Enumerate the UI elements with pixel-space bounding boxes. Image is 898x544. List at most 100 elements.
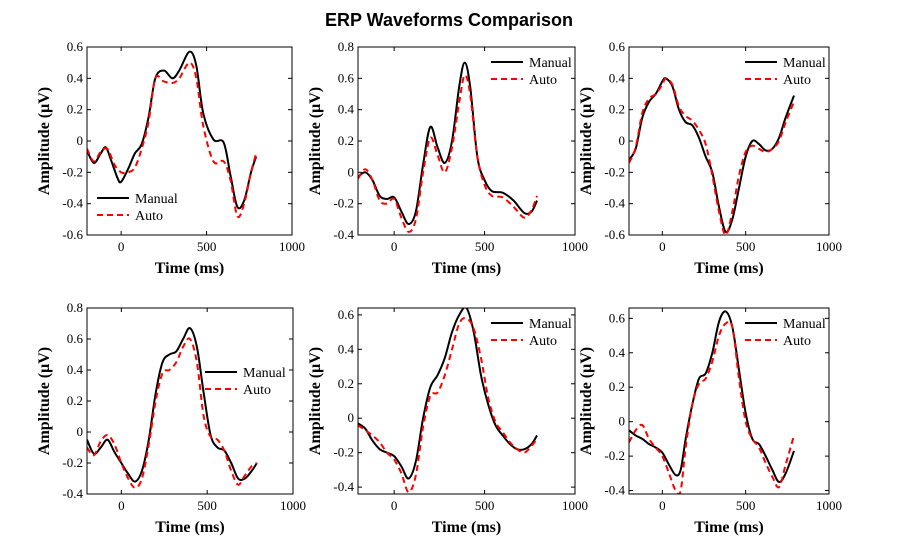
- y-axis-label: Amplitude (μV): [36, 347, 53, 455]
- subplot-2: -0.4 -0.2 0 0.2 0.4 0.6 0.8 0 500 1000 Time (ms) Am…: [307, 39, 588, 277]
- y-axis-label: Amplitude (μV): [307, 87, 324, 195]
- subplot-grid: -0.6 -0.4 -0.2 0 0.2 0.4 0.6 0 500 1000 Time (ms) A…: [36, 39, 842, 536]
- subplot-4: -0.4 -0.2 0 0.2 0.4 0.6 0.8 0 500 1000 Time (ms) Am…: [36, 300, 306, 536]
- x-axis-label: Time (ms): [432, 260, 501, 277]
- series-line-manual: [358, 61, 538, 226]
- legend-label-auto: Auto: [529, 334, 557, 349]
- y-tick-label: -0.4: [333, 227, 354, 242]
- x-tick-label: 1000: [562, 498, 588, 513]
- y-tick-label: 0.6: [609, 39, 626, 54]
- subplot-5: -0.4 -0.2 0 0.2 0.4 0.6 0 500 1000 Time (ms) Ampli…: [307, 307, 588, 536]
- y-tick-label: 0.4: [67, 70, 84, 85]
- series-line-auto: [87, 337, 258, 489]
- x-tick-label: 500: [197, 239, 217, 254]
- x-tick-label: 1000: [816, 498, 842, 513]
- y-tick-label: -0.2: [333, 445, 354, 460]
- y-tick-label: -0.6: [604, 227, 625, 242]
- series-line-auto: [358, 74, 538, 233]
- y-tick-label: 0.2: [67, 102, 83, 117]
- x-axis-label: Time (ms): [432, 519, 501, 536]
- x-axis-label: Time (ms): [694, 519, 763, 536]
- y-tick-label: 0.2: [338, 133, 354, 148]
- axes-box: [357, 307, 576, 495]
- legend-label-manual: Manual: [529, 317, 572, 332]
- y-tick-label: 0.4: [609, 70, 626, 85]
- subplot-5-series: [358, 308, 538, 494]
- y-tick-label: 0: [77, 133, 84, 148]
- x-tick-label: 0: [391, 498, 398, 513]
- y-axis-label: Amplitude (μV): [36, 87, 53, 195]
- x-tick-label: 500: [475, 498, 495, 513]
- y-tick-label: 0.4: [67, 362, 84, 377]
- series-line-manual: [358, 308, 538, 480]
- y-tick-label: 0.2: [609, 379, 625, 394]
- y-axis-label: Amplitude (μV): [578, 347, 595, 455]
- subplot-2-series: [358, 61, 538, 233]
- legend-label-auto: Auto: [135, 209, 163, 224]
- y-tick-label: 0.2: [67, 393, 83, 408]
- x-tick-label: 1000: [816, 239, 842, 254]
- legend: Manual Auto: [745, 56, 826, 88]
- y-tick-label: -0.2: [333, 196, 354, 211]
- x-tick-label: 0: [391, 239, 398, 254]
- legend-label-manual: Manual: [783, 317, 826, 332]
- series-line-auto: [358, 317, 538, 494]
- y-tick-label: 0.2: [609, 102, 625, 117]
- y-tick-label: -0.4: [604, 483, 625, 498]
- series-line-manual: [629, 77, 795, 234]
- y-tick-label: -0.4: [62, 196, 83, 211]
- legend: Manual Auto: [491, 317, 572, 349]
- y-tick-label: -0.2: [62, 455, 83, 470]
- legend-label-auto: Auto: [529, 73, 557, 88]
- series-line-auto: [87, 61, 258, 219]
- legend: Manual Auto: [97, 192, 178, 224]
- y-tick-label: 0.4: [338, 102, 355, 117]
- series-line-manual: [629, 310, 795, 483]
- y-tick-label: 0.2: [338, 376, 354, 391]
- legend-label-auto: Auto: [243, 383, 271, 398]
- y-tick-label: 0.8: [67, 300, 83, 315]
- y-tick-label: 0.4: [338, 341, 355, 356]
- y-tick-label: 0.6: [609, 310, 626, 325]
- y-tick-label: 0: [348, 410, 355, 425]
- legend-label-auto: Auto: [783, 334, 811, 349]
- x-tick-label: 0: [659, 498, 666, 513]
- x-tick-label: 500: [475, 239, 495, 254]
- x-tick-label: 0: [659, 239, 666, 254]
- figure-title: ERP Waveforms Comparison: [325, 10, 573, 30]
- legend: Manual Auto: [491, 56, 572, 88]
- legend-label-auto: Auto: [783, 73, 811, 88]
- y-tick-label: -0.4: [333, 479, 354, 494]
- x-tick-label: 500: [736, 498, 756, 513]
- y-tick-label: -0.4: [62, 486, 83, 501]
- x-axis-label: Time (ms): [694, 260, 763, 277]
- y-tick-label: 0: [619, 414, 626, 429]
- y-tick-label: 0: [348, 164, 355, 179]
- y-tick-label: 0.4: [609, 345, 626, 360]
- x-tick-label: 1000: [279, 239, 305, 254]
- legend-label-manual: Manual: [243, 366, 286, 381]
- x-axis-label: Time (ms): [155, 519, 224, 536]
- series-line-auto: [629, 77, 795, 235]
- y-tick-label: -0.2: [604, 448, 625, 463]
- legend: Manual Auto: [205, 366, 286, 398]
- y-tick-label: 0.6: [338, 70, 355, 85]
- x-tick-label: 1000: [280, 498, 306, 513]
- x-tick-label: 1000: [562, 239, 588, 254]
- series-line-manual: [87, 50, 258, 210]
- subplot-3: -0.6 -0.4 -0.2 0 0.2 0.4 0.6 0 500 1000 Time (ms) A…: [578, 39, 842, 277]
- legend-label-manual: Manual: [529, 56, 572, 71]
- series-line-auto: [629, 320, 795, 494]
- y-tick-label: 0: [77, 424, 84, 439]
- subplot-1-series: [87, 50, 258, 219]
- y-axis-label: Amplitude (μV): [307, 347, 324, 455]
- y-tick-label: 0.8: [338, 39, 354, 54]
- y-tick-label: 0.6: [338, 307, 355, 322]
- subplot-4-series: [87, 327, 258, 489]
- x-axis-label: Time (ms): [155, 260, 224, 277]
- x-tick-label: 500: [197, 498, 217, 513]
- series-line-manual: [87, 327, 258, 483]
- y-tick-label: 0: [619, 133, 626, 148]
- y-tick-label: 0.6: [67, 39, 84, 54]
